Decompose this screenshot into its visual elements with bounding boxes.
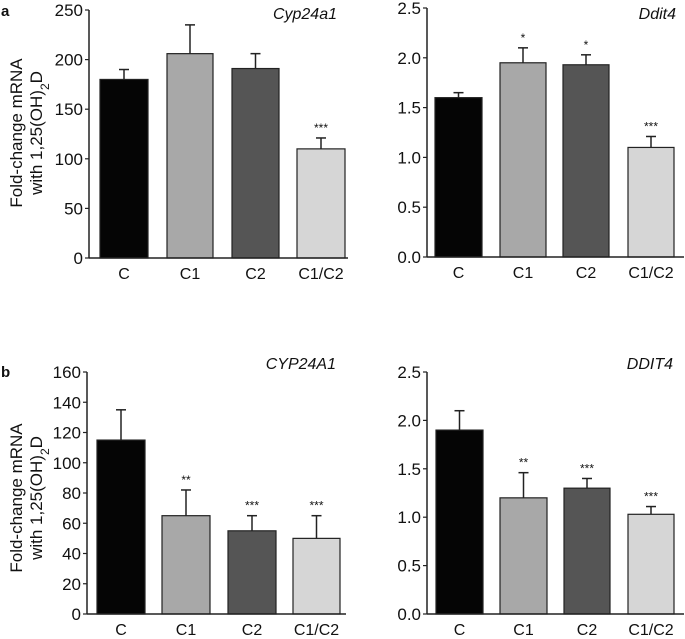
bar-c2 — [563, 487, 611, 615]
y-tick-label: 1.0 — [397, 148, 421, 167]
y-tick-label: 1.5 — [397, 99, 421, 118]
x-tick-label: C — [454, 622, 466, 639]
panel-label-a: a — [1, 3, 10, 20]
y-tick-label: 0.0 — [397, 248, 421, 267]
x-tick-label: C — [118, 266, 130, 283]
significance-marker: * — [584, 38, 589, 52]
significance-marker: *** — [644, 490, 658, 504]
chart-ddit4: C ** C1 *** C2 *** C1/C2 0.0 0.5 1.0 1.5 2.0 2.5 DDIT… — [397, 356, 684, 639]
chart-title: Cyp24a1 — [273, 6, 337, 23]
y-tick-label: 1.0 — [397, 508, 421, 527]
significance-marker: *** — [644, 119, 658, 133]
y-tick-label: 200 — [55, 51, 83, 70]
y-tick-label: 100 — [53, 454, 81, 473]
y-tick-label: 100 — [55, 150, 83, 169]
y-tick-label: 0.5 — [397, 557, 421, 576]
bar-c1-c2 — [296, 148, 346, 259]
y-tick-label: 0 — [72, 605, 81, 624]
y-tick-label: 80 — [62, 484, 81, 503]
y-tick-label: 2.5 — [397, 0, 421, 18]
y-axis-label-line1: Fold-change mRNA — [7, 423, 26, 573]
bar-c1 — [166, 53, 214, 259]
x-tick-label: C2 — [577, 622, 598, 639]
bar-c1 — [161, 515, 211, 615]
y-axis-label-line1: Fold-change mRNA — [7, 58, 26, 208]
x-tick-label: C1 — [176, 622, 197, 639]
significance-marker: ** — [181, 473, 191, 487]
significance-marker: ** — [519, 456, 529, 470]
bar-c — [434, 97, 483, 258]
significance-marker: * — [521, 31, 526, 45]
chart-title: Ddit4 — [639, 6, 676, 23]
bar-c — [435, 429, 484, 615]
y-tick-label: 160 — [53, 363, 81, 382]
y-tick-label: 120 — [53, 424, 81, 443]
y-axis-label-line2: with 1,25(OH)2D — [27, 71, 52, 196]
bar-c1-c2 — [627, 513, 675, 615]
bar-c — [99, 78, 149, 259]
y-axis-label-a: Fold-change mRNA with 1,25(OH)2D — [7, 58, 52, 208]
significance-marker: *** — [245, 499, 259, 513]
y-tick-label: 50 — [64, 199, 83, 218]
y-tick-label: 20 — [62, 575, 81, 594]
x-tick-label: C1 — [513, 622, 534, 639]
chart-cyp24a1: C C1 C2 *** C1/C2 0 50 100 150 200 250 Cyp24a1 — [55, 1, 348, 283]
y-tick-label: 60 — [62, 514, 81, 533]
chart-title: CYP24A1 — [266, 356, 336, 373]
y-tick-label: 0.0 — [397, 605, 421, 624]
panel-label-b: b — [1, 364, 10, 381]
significance-marker: *** — [314, 121, 328, 135]
bar-c2 — [562, 64, 610, 258]
x-tick-label: C1 — [180, 266, 201, 283]
x-tick-label: C1/C2 — [298, 266, 343, 283]
x-tick-label: C1/C2 — [628, 622, 673, 639]
chart-ddit4: C * C1 * C2 *** C1/C2 0.0 0.5 1.0 1.5 2.0 2.5 Ddit4 — [397, 0, 684, 282]
bar-c1-c2 — [627, 146, 675, 258]
x-tick-label: C2 — [245, 266, 266, 283]
bar-c1 — [499, 62, 547, 258]
x-tick-label: C1/C2 — [294, 622, 339, 639]
x-tick-label: C — [115, 622, 127, 639]
y-axis-label-b: Fold-change mRNA with 1,25(OH)2D — [7, 423, 52, 573]
x-tick-label: C — [453, 265, 465, 282]
bar-c — [96, 439, 146, 615]
significance-marker: *** — [309, 499, 323, 513]
y-tick-label: 40 — [62, 545, 81, 564]
x-tick-label: C2 — [576, 265, 597, 282]
bar-c2 — [231, 67, 280, 259]
x-tick-label: C1/C2 — [628, 265, 673, 282]
y-tick-label: 2.0 — [397, 49, 421, 68]
y-tick-label: 2.5 — [397, 363, 421, 382]
x-tick-label: C2 — [242, 622, 263, 639]
y-tick-label: 2.0 — [397, 411, 421, 430]
y-tick-label: 140 — [53, 393, 81, 412]
chart-title: DDIT4 — [627, 356, 673, 373]
chart-cyp24a1: C ** C1 *** C2 *** C1/C2 0 20 40 60 80 100 120 140 160 C… — [53, 356, 346, 639]
y-tick-label: 0.5 — [397, 198, 421, 217]
y-tick-label: 250 — [55, 1, 83, 20]
bar-c1-c2 — [292, 537, 341, 615]
y-tick-label: 150 — [55, 100, 83, 119]
x-tick-label: C1 — [513, 265, 534, 282]
bar-c1 — [499, 497, 548, 615]
y-axis-label-line2: with 1,25(OH)2D — [27, 436, 52, 561]
y-tick-label: 0 — [74, 249, 83, 268]
significance-marker: *** — [580, 461, 594, 475]
y-tick-label: 1.5 — [397, 460, 421, 479]
bar-c2 — [227, 530, 277, 615]
